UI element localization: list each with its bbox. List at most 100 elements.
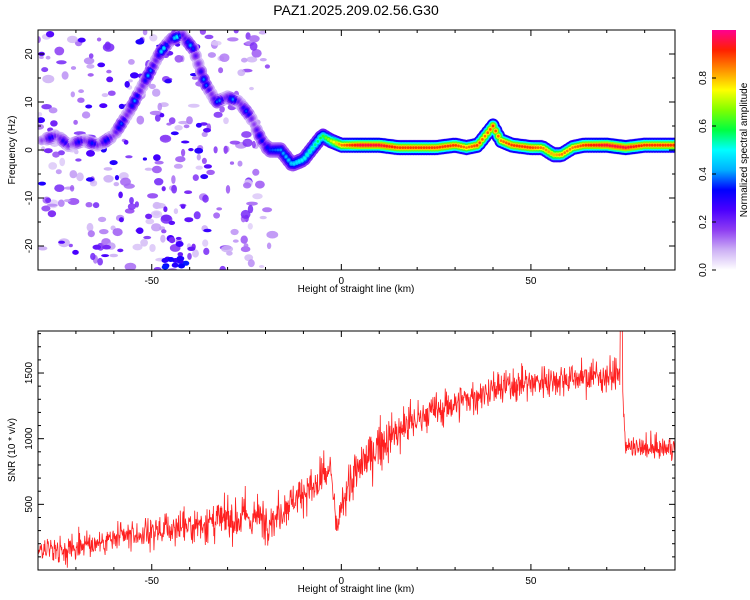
- spectrogram-noise-blob: [240, 235, 248, 244]
- spectrogram-noise-blob: [149, 110, 162, 116]
- spectrogram-noise-blob: [46, 31, 55, 38]
- spectrogram-xtick-label: 50: [525, 276, 537, 287]
- spectrogram-noise-blob: [171, 184, 178, 194]
- spectrogram-ridge-core: [542, 146, 545, 150]
- spectrogram-ridge-core: [414, 146, 418, 150]
- spectrogram-noise-blob: [38, 112, 43, 117]
- spectrogram-noise-blob: [192, 174, 199, 182]
- spectrogram-noise-blob: [161, 258, 169, 263]
- spectrogram-noise-blob: [127, 59, 135, 65]
- spectrogram-ridge-core: [109, 136, 112, 139]
- spectrogram-noise-blob: [135, 39, 145, 45]
- spectrogram-xtick-label: -50: [145, 276, 160, 287]
- spectrogram-ridge-core: [59, 137, 62, 140]
- spectrogram-ridge-core: [359, 143, 362, 147]
- spectrogram-noise-blob: [168, 220, 176, 225]
- spectrogram-ridge-core: [88, 141, 91, 144]
- spectrogram-noise-blob: [102, 43, 115, 52]
- snr-ylabel: SNR (10 * v/v): [7, 418, 18, 482]
- spectrogram-ridge-core: [305, 153, 309, 157]
- spectrogram-ridge-core: [250, 117, 253, 121]
- spectrogram-noise-blob: [149, 34, 158, 42]
- spectrogram-ridge-core: [64, 141, 67, 145]
- spectrogram-noise-blob: [225, 185, 231, 194]
- spectrogram-ridge-core: [51, 135, 54, 139]
- snr-frame: [37, 330, 676, 571]
- spectrogram-ridge-core: [653, 143, 657, 147]
- spectrogram-ridge-core: [523, 145, 527, 149]
- spectrogram-noise-blob: [73, 119, 78, 125]
- spectrogram-noise-blob: [85, 202, 93, 208]
- spectrogram-ridge-core: [207, 88, 211, 92]
- spectrogram-noise-blob: [101, 93, 109, 98]
- spectrogram-ridge-core: [130, 104, 134, 108]
- spectrogram-noise-blob: [48, 107, 58, 114]
- spectrogram-noise-blob: [64, 199, 71, 203]
- spectrogram-ridge-core: [162, 46, 165, 50]
- spectrogram-ridge-core: [576, 145, 580, 148]
- spectrogram-ytick-label: -20: [24, 238, 35, 253]
- spectrogram-noise-blob: [109, 253, 119, 258]
- spectrogram-noise-blob: [127, 79, 133, 83]
- spectrogram-ridge-core: [213, 97, 216, 101]
- spectrogram-noise-blob: [184, 190, 193, 194]
- spectrogram-noise-blob: [266, 230, 279, 239]
- spectrogram-ridge-core: [327, 138, 330, 141]
- spectrogram-ridge-core: [380, 144, 383, 147]
- spectrogram-noise-blob: [125, 155, 133, 159]
- spectrogram-noise-blob: [233, 30, 239, 34]
- spectrogram-noise-blob: [251, 49, 262, 58]
- spectrogram-noise-blob: [57, 199, 65, 207]
- spectrogram-ridge-core: [186, 40, 189, 44]
- spectrogram-ridge-core: [258, 134, 261, 137]
- spectrogram-ridge-core: [120, 122, 123, 125]
- spectrogram-noise-blob: [161, 229, 167, 234]
- spectrogram-noise-blob: [152, 88, 161, 97]
- spectrogram-noise-blob: [255, 180, 265, 189]
- spectrogram-ridge-core: [515, 144, 519, 148]
- spectrogram-noise-blob: [251, 140, 256, 149]
- spectrogram-noise-blob: [203, 128, 211, 133]
- spectrogram-ridge-core: [319, 136, 322, 140]
- spectrogram-noise-blob: [38, 117, 45, 124]
- spectrogram-ridge-core: [629, 145, 633, 149]
- spectrogram-ridge-core: [632, 145, 635, 149]
- spectrogram-noise-blob: [103, 167, 113, 171]
- spectrogram-noise-blob: [252, 168, 260, 176]
- spectrogram-noise-blob: [136, 115, 145, 125]
- spectrogram-noise-blob: [159, 113, 165, 118]
- spectrogram-noise-blob: [247, 259, 255, 268]
- spectrogram-ridge-core: [194, 54, 197, 58]
- spectrogram-noise-blob: [201, 157, 207, 164]
- spectrogram-noise-blob: [90, 252, 96, 261]
- spectrogram-ridge-core: [398, 146, 402, 150]
- spectrogram-noise-blob: [266, 242, 272, 250]
- spectrogram-noise-blob: [264, 64, 270, 69]
- spectrogram-ridge-core: [539, 146, 543, 150]
- spectrogram-ridge-core: [284, 155, 288, 159]
- spectrogram-ridge-core: [160, 50, 163, 53]
- spectrogram-noise-blob: [175, 241, 184, 247]
- spectrogram-noise-blob: [117, 248, 124, 253]
- spectrogram-ridge-core: [229, 97, 232, 100]
- spectrogram-ridge-core: [242, 106, 245, 110]
- spectrogram-ridge-core: [149, 69, 152, 72]
- spectrogram-noise-blob: [171, 175, 176, 184]
- spectrogram-noise-blob: [85, 177, 95, 182]
- spectrogram-ridge-core: [512, 144, 516, 147]
- spectrogram-ridge-core: [48, 136, 51, 140]
- spectrogram-noise-blob: [106, 76, 114, 83]
- spectrogram-noise-blob: [174, 55, 184, 63]
- spectrogram-ridge-core: [597, 143, 601, 147]
- spectrogram-ridge-core: [99, 142, 102, 146]
- snr-xtick-label: -50: [145, 576, 160, 587]
- spectrogram-ridge-core: [611, 144, 614, 148]
- spectrogram-noise-blob: [38, 123, 44, 130]
- spectrogram-noise-blob: [41, 67, 49, 73]
- spectrogram-noise-blob: [223, 117, 229, 125]
- spectrogram-ridge-core: [446, 144, 450, 148]
- spectrogram-noise-blob: [41, 205, 51, 212]
- spectrogram-ridge-core: [430, 146, 434, 150]
- spectrogram-noise-blob: [140, 239, 149, 247]
